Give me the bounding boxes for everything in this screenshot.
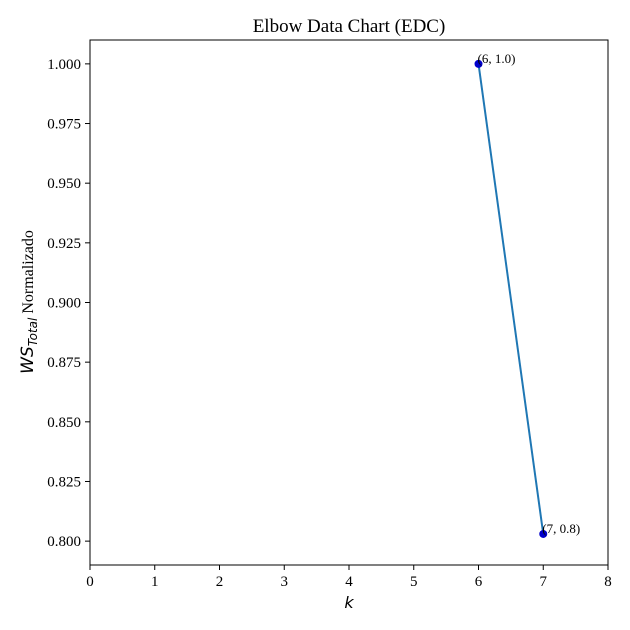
series-line xyxy=(477,63,545,535)
chart-title: Elbow Data Chart (EDC) xyxy=(253,16,446,37)
x-tick-label: 6 xyxy=(475,574,483,590)
y-tick-label: 1.000 xyxy=(47,57,81,73)
x-axis-label: k xyxy=(344,593,354,612)
x-tick-label: 2 xyxy=(216,574,224,590)
y-tick-label: 0.975 xyxy=(47,117,81,133)
x-tick-label: 0 xyxy=(86,574,94,590)
y-axis-ticks: 0.800 0.825 0.850 0.875 0.900 0.925 0.950 0.975… xyxy=(47,57,90,550)
y-axis-label-main: WS xyxy=(18,346,38,374)
annotation-layer: (6, 1.0) (7, 0.8) xyxy=(478,51,581,536)
x-tick-label: 5 xyxy=(410,574,418,590)
data-point-annotation: (7, 0.8) xyxy=(542,521,580,536)
x-axis-ticks: 0 1 2 3 4 5 6 7 8 xyxy=(86,565,612,590)
x-tick-label: 4 xyxy=(345,574,353,590)
y-tick-label: 0.875 xyxy=(47,355,81,371)
y-tick-label: 0.900 xyxy=(47,296,81,312)
x-tick-label: 3 xyxy=(281,574,289,590)
y-axis-label-subscript: Total xyxy=(26,317,40,346)
y-axis-label: WSTotal Normalizado xyxy=(18,230,40,374)
x-tick-label: 7 xyxy=(540,574,548,590)
y-tick-label: 0.925 xyxy=(47,236,81,252)
series-layer xyxy=(474,59,548,538)
data-point-annotation: (6, 1.0) xyxy=(478,51,516,66)
data-point-marker xyxy=(539,529,548,538)
y-tick-label: 0.825 xyxy=(47,474,81,490)
y-tick-label: 0.850 xyxy=(47,415,81,431)
x-tick-label: 8 xyxy=(604,574,612,590)
y-tick-label: 0.950 xyxy=(47,176,81,192)
y-tick-label: 0.800 xyxy=(47,534,81,550)
data-point-marker xyxy=(474,59,483,68)
y-axis-label-suffix: Normalizado xyxy=(20,230,37,318)
x-tick-label: 1 xyxy=(151,574,159,590)
